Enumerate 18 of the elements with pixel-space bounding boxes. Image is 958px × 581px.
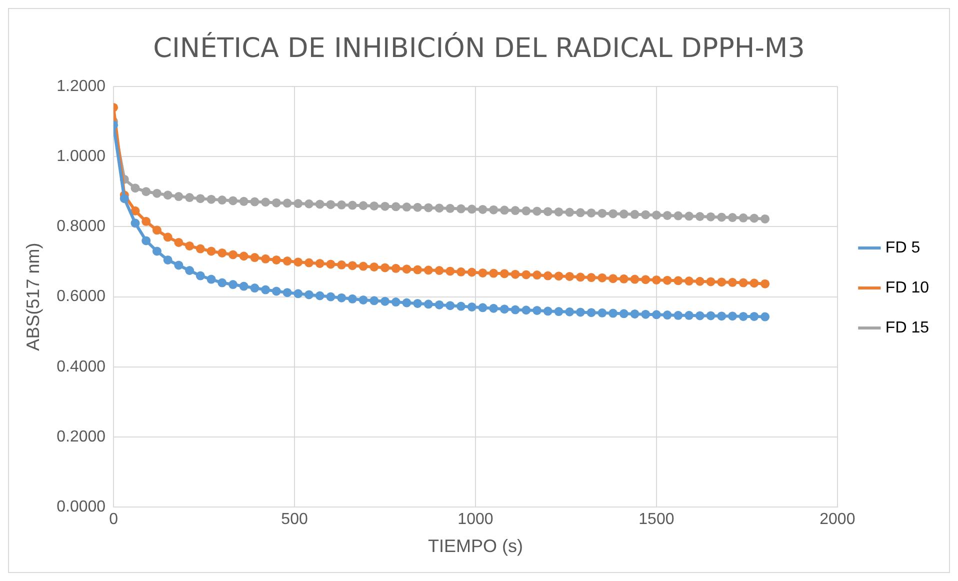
y-tick-label: 0.8000 xyxy=(56,218,106,236)
y-tick-label: 1.2000 xyxy=(56,78,106,95)
y-tick-label: 0.4000 xyxy=(56,358,106,376)
y-axis-title: ABS(517 nm) xyxy=(22,242,43,351)
x-tick-label: 1000 xyxy=(458,511,494,528)
legend-label: FD 5 xyxy=(885,239,920,256)
legend-label: FD 15 xyxy=(885,319,930,336)
x-tick-label: 1500 xyxy=(638,511,674,528)
x-tick-label: 0 xyxy=(109,511,118,528)
y-tick-label: 0.2000 xyxy=(56,428,106,446)
y-tick-label: 1.0000 xyxy=(56,148,106,165)
x-tick-label: 500 xyxy=(281,511,308,528)
x-axis-title: TIEMPO (s) xyxy=(428,536,523,556)
x-tick-label: 2000 xyxy=(820,511,856,528)
y-tick-label: 0.0000 xyxy=(56,498,106,516)
legend-label: FD 10 xyxy=(885,279,930,296)
y-tick-label: 0.6000 xyxy=(56,288,106,306)
chart-title: CINÉTICA DE INHIBICIÓN DEL RADICAL DPPH-M3 xyxy=(153,31,805,64)
